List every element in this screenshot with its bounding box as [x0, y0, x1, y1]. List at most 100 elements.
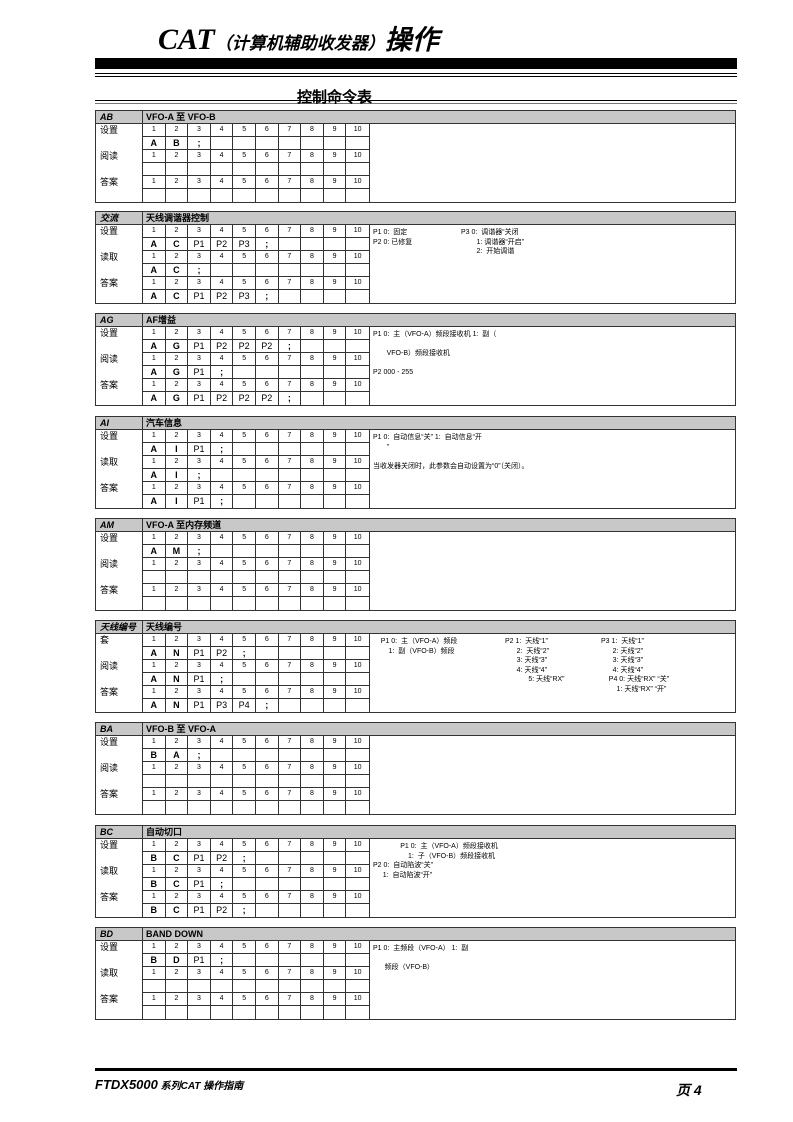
- position-number: 1: [143, 176, 166, 188]
- position-row: 1 2 3 4 5 6 7 8 9 10: [143, 277, 369, 290]
- position-number: 10: [353, 790, 362, 797]
- command-name: 天线编号: [146, 622, 183, 632]
- position-number: 3: [188, 532, 211, 544]
- note-line: 频段（VFO-B）: [373, 964, 435, 971]
- position-number: 10: [353, 329, 362, 336]
- value-cell: [279, 366, 302, 378]
- value-row: A M;: [143, 545, 369, 558]
- value-row: B A;: [143, 749, 369, 762]
- value-cell: [346, 137, 369, 149]
- position-number: 7: [279, 558, 302, 570]
- value-row: [143, 571, 369, 584]
- position-number: 10: [353, 995, 362, 1002]
- position-number: 5: [233, 482, 256, 494]
- command-code: AG: [96, 314, 143, 326]
- value-cell: [256, 878, 279, 890]
- position-number: 5: [233, 176, 256, 188]
- position-number: 9: [324, 176, 347, 188]
- block-header: BA VFO-B 至 VFO-A: [96, 723, 735, 736]
- value-cell: [346, 366, 369, 378]
- position-number: 6: [256, 430, 279, 442]
- position-number: 2: [166, 762, 189, 774]
- position-number: 7: [279, 967, 302, 979]
- position-number: 2: [166, 251, 189, 263]
- value-cell: [166, 189, 189, 202]
- position-number: 6: [256, 456, 279, 468]
- position-row: 1 2 3 4 5 6 7 8 9 10: [143, 379, 369, 392]
- note-line: P1 0: 主频段（VFO-A） 1: 副: [373, 945, 469, 952]
- position-number: 2: [166, 353, 189, 365]
- value-cell: [279, 749, 302, 761]
- position-number: 1: [143, 584, 166, 596]
- value-cell: [211, 980, 234, 992]
- value-cell: [143, 980, 166, 992]
- note-line: 3: 天线“3”: [601, 657, 644, 664]
- value-cell: P1: [188, 443, 211, 455]
- note-line: 1: 天线“RX” “开”: [601, 685, 667, 693]
- position-number: 6: [256, 353, 279, 365]
- value-cell: [324, 137, 347, 149]
- value-cell: A: [143, 443, 166, 455]
- position-number: 5: [233, 941, 256, 953]
- position-number: 9: [324, 839, 347, 851]
- value-cell: [233, 264, 256, 276]
- position-number: 6: [256, 150, 279, 162]
- row-label: 阅读: [100, 763, 119, 773]
- row-label: 设置: [100, 328, 119, 338]
- position-number: 9: [324, 558, 347, 570]
- position-number: 7: [279, 993, 302, 1005]
- command-code: BA: [96, 723, 143, 735]
- value-cell: [211, 597, 234, 610]
- position-number: 6: [256, 558, 279, 570]
- command-grid: 1 2 3 4 5 6 7 8 9 10 B D P1; 1 2 3 4 5 6 7 8 9 10 1 2 3 4 5 6 7 8 9 10: [143, 941, 370, 1019]
- value-cell: A: [143, 340, 166, 352]
- position-number: 8: [301, 353, 324, 365]
- position-number: 1: [143, 941, 166, 953]
- row-label: 设置: [100, 431, 119, 441]
- value-cell: [346, 340, 369, 352]
- value-cell: [324, 238, 347, 250]
- block-header: 交流 天线调谐器控制: [96, 212, 735, 225]
- value-cell: [233, 673, 256, 685]
- value-cell: [211, 749, 234, 761]
- row-label: 设置: [100, 533, 119, 543]
- value-cell: [279, 597, 302, 610]
- position-number: 4: [211, 891, 234, 903]
- position-number: 9: [324, 430, 347, 442]
- value-cell: ;: [256, 290, 279, 303]
- header-rule-thick: [95, 58, 737, 69]
- position-number: 3: [188, 660, 211, 672]
- value-cell: [233, 954, 256, 966]
- position-number: 10: [353, 279, 362, 286]
- position-number: 10: [353, 867, 362, 874]
- block-body: 设置 阅读 答案 1 2 3 4 5 6 7 8 9 10 A M; 1 2 3 4 5 6 7 8 9 10 1 2 3 4 5 6 7 8 9…: [96, 532, 735, 610]
- position-number: 2: [166, 327, 189, 339]
- title-cat: CAT: [158, 23, 215, 56]
- command-code: 天线编号: [96, 621, 143, 633]
- position-number: 9: [324, 124, 347, 136]
- value-cell: P1: [188, 954, 211, 966]
- value-cell: [279, 443, 302, 455]
- value-cell: [256, 163, 279, 175]
- position-number: 5: [233, 891, 256, 903]
- value-cell: [166, 597, 189, 610]
- position-number: 10: [353, 178, 362, 185]
- value-cell: [324, 597, 347, 610]
- position-number: 8: [301, 176, 324, 188]
- position-row: 1 2 3 4 5 6 7 8 9 10: [143, 353, 369, 366]
- position-row: 1 2 3 4 5 6 7 8 9 10: [143, 482, 369, 495]
- parameter-notes: [370, 736, 735, 814]
- position-number: 3: [188, 584, 211, 596]
- note-line: P1 0: 固定: [373, 229, 408, 236]
- position-number: 10: [353, 484, 362, 491]
- value-cell: [346, 238, 369, 250]
- position-number: 9: [324, 584, 347, 596]
- row-label: 设置: [100, 942, 119, 952]
- footer-rule: [95, 1068, 737, 1071]
- position-number: 8: [301, 327, 324, 339]
- position-number: 4: [211, 993, 234, 1005]
- value-cell: [211, 801, 234, 814]
- position-number: 9: [324, 150, 347, 162]
- note-line: ”: [373, 443, 389, 451]
